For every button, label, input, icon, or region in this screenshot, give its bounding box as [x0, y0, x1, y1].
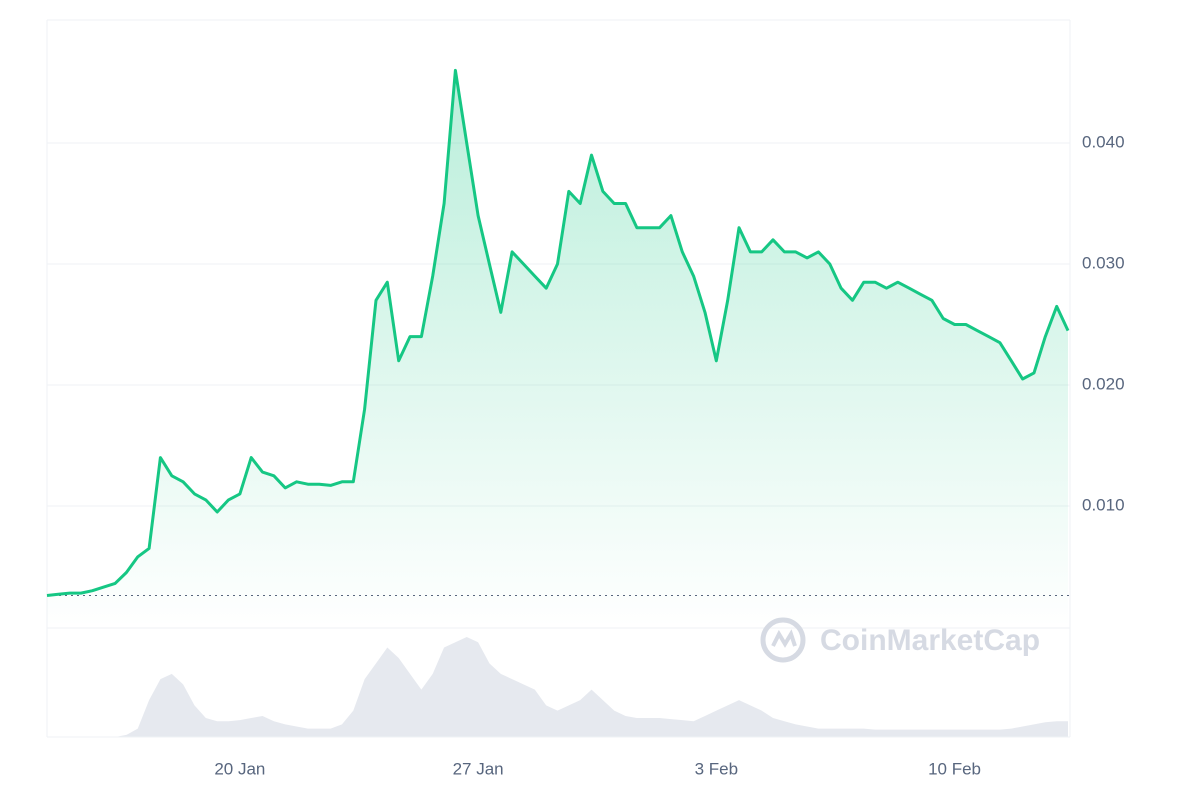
x-tick-label: 10 Feb — [928, 759, 981, 778]
x-tick-label: 27 Jan — [453, 759, 504, 778]
y-tick-label: 0.040 — [1082, 132, 1125, 151]
price-area — [47, 70, 1068, 627]
y-tick-label: 0.030 — [1082, 253, 1125, 272]
price-line — [46, 68, 1070, 597]
y-tick-label: 0.010 — [1082, 495, 1125, 514]
x-tick-label: 3 Feb — [695, 759, 738, 778]
volume-area — [47, 637, 1068, 737]
watermark: CoinMarketCap — [820, 624, 1040, 657]
x-tick-label: 20 Jan — [214, 759, 265, 778]
y-tick-label: 0.020 — [1082, 374, 1125, 393]
